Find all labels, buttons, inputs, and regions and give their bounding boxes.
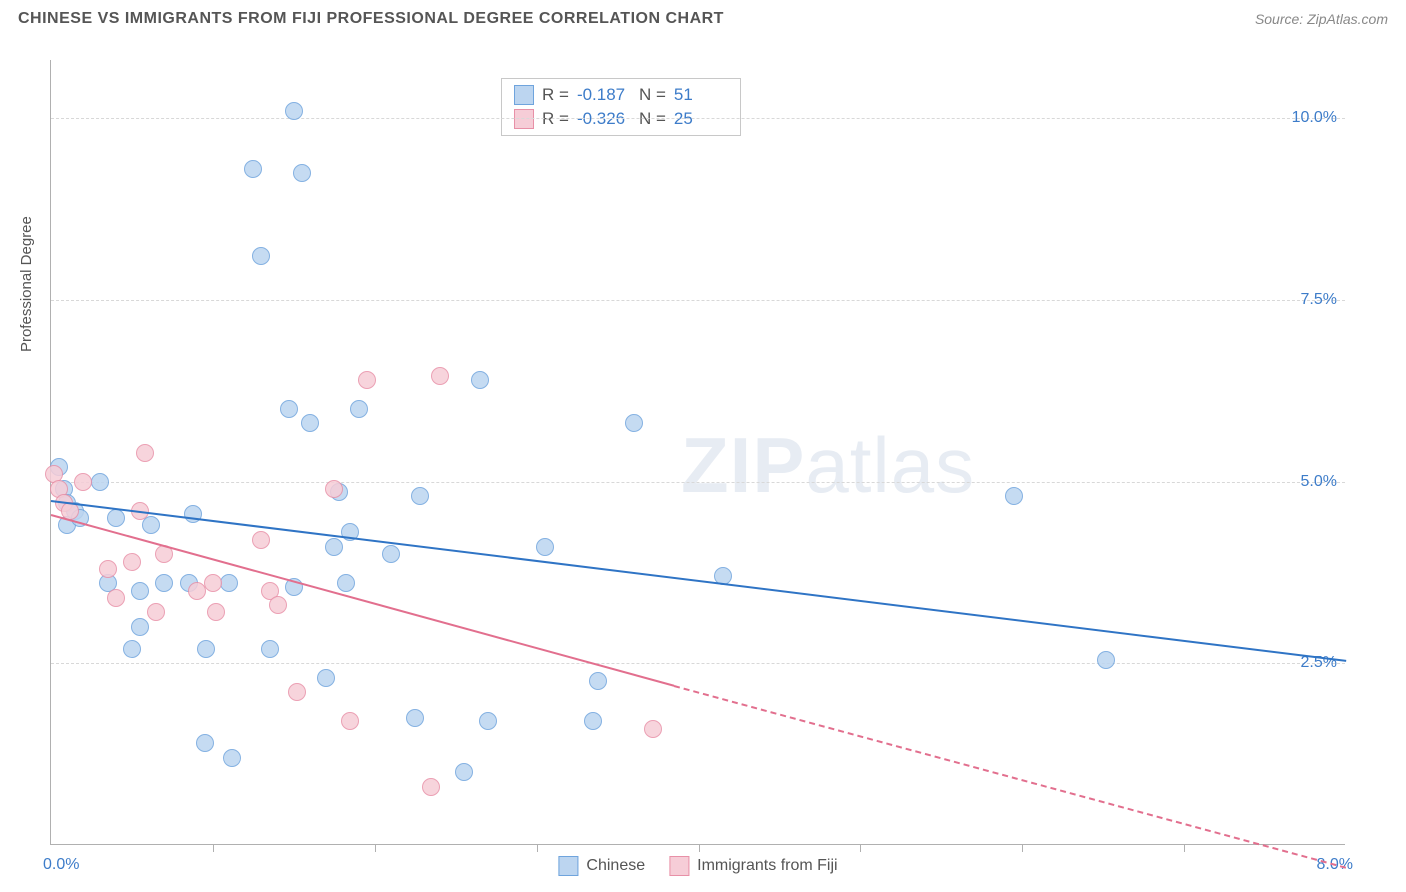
scatter-point <box>91 473 109 491</box>
legend-item-fiji: Immigrants from Fiji <box>669 856 837 876</box>
y-axis-title: Professional Degree <box>18 216 35 352</box>
stat-n-value: 51 <box>674 85 728 105</box>
scatter-point <box>197 640 215 658</box>
trend-line <box>51 500 1346 662</box>
scatter-point <box>536 538 554 556</box>
legend-swatch-chinese <box>558 856 578 876</box>
scatter-point <box>325 480 343 498</box>
stat-r-label: R = <box>542 85 569 105</box>
scatter-point <box>422 778 440 796</box>
scatter-point <box>131 618 149 636</box>
scatter-point <box>74 473 92 491</box>
scatter-point <box>252 531 270 549</box>
stats-legend: R = -0.187 N = 51 R = -0.326 N = 25 <box>501 78 741 136</box>
x-tick <box>860 844 861 852</box>
x-tick <box>537 844 538 852</box>
scatter-point <box>288 683 306 701</box>
stats-row: R = -0.187 N = 51 <box>514 83 728 107</box>
scatter-point <box>147 603 165 621</box>
x-tick <box>699 844 700 852</box>
gridline <box>51 482 1345 483</box>
scatter-point <box>223 749 241 767</box>
scatter-point <box>479 712 497 730</box>
scatter-point <box>455 763 473 781</box>
scatter-point <box>99 560 117 578</box>
scatter-point <box>341 712 359 730</box>
legend-swatch-fiji <box>669 856 689 876</box>
x-tick <box>213 844 214 852</box>
scatter-point <box>244 160 262 178</box>
scatter-point <box>1005 487 1023 505</box>
gridline <box>51 118 1345 119</box>
scatter-point <box>471 371 489 389</box>
x-axis-min-label: 0.0% <box>43 856 79 874</box>
scatter-point <box>107 509 125 527</box>
scatter-point <box>301 414 319 432</box>
gridline <box>51 300 1345 301</box>
scatter-point <box>411 487 429 505</box>
scatter-point <box>337 574 355 592</box>
y-tick-label: 5.0% <box>1301 473 1337 491</box>
plot-area: ZIPatlas R = -0.187 N = 51 R = -0.326 N … <box>50 60 1345 845</box>
scatter-point <box>207 603 225 621</box>
scatter-point <box>589 672 607 690</box>
scatter-point <box>280 400 298 418</box>
bottom-legend: Chinese Immigrants from Fiji <box>558 856 837 876</box>
gridline <box>51 663 1345 664</box>
scatter-point <box>625 414 643 432</box>
trend-line <box>674 685 1346 869</box>
scatter-point <box>644 720 662 738</box>
scatter-point <box>382 545 400 563</box>
legend-label: Immigrants from Fiji <box>697 857 837 875</box>
watermark: ZIPatlas <box>681 420 975 511</box>
scatter-point <box>220 574 238 592</box>
scatter-point <box>196 734 214 752</box>
scatter-point <box>358 371 376 389</box>
scatter-point <box>269 596 287 614</box>
stat-n-label: N = <box>639 85 666 105</box>
scatter-point <box>252 247 270 265</box>
legend-label: Chinese <box>586 857 645 875</box>
y-tick-label: 7.5% <box>1301 291 1337 309</box>
scatter-point <box>131 582 149 600</box>
scatter-point <box>184 505 202 523</box>
x-tick <box>1022 844 1023 852</box>
scatter-point <box>123 553 141 571</box>
source-label: Source: ZipAtlas.com <box>1255 11 1388 27</box>
scatter-point <box>293 164 311 182</box>
scatter-point <box>317 669 335 687</box>
x-tick <box>375 844 376 852</box>
scatter-point <box>136 444 154 462</box>
scatter-point <box>325 538 343 556</box>
y-tick-label: 10.0% <box>1292 109 1337 127</box>
scatter-point <box>1097 651 1115 669</box>
watermark-atlas: atlas <box>805 421 975 509</box>
page-title: CHINESE VS IMMIGRANTS FROM FIJI PROFESSI… <box>18 10 724 28</box>
scatter-point <box>155 574 173 592</box>
scatter-point <box>261 640 279 658</box>
x-tick <box>1184 844 1185 852</box>
scatter-point <box>406 709 424 727</box>
stat-r-value: -0.187 <box>577 85 631 105</box>
legend-swatch-chinese <box>514 85 534 105</box>
scatter-point <box>204 574 222 592</box>
scatter-point <box>142 516 160 534</box>
legend-item-chinese: Chinese <box>558 856 645 876</box>
scatter-point <box>123 640 141 658</box>
scatter-point <box>584 712 602 730</box>
scatter-point <box>350 400 368 418</box>
scatter-point <box>107 589 125 607</box>
scatter-point <box>431 367 449 385</box>
scatter-point <box>285 102 303 120</box>
watermark-zip: ZIP <box>681 421 805 509</box>
chart-container: ZIPatlas R = -0.187 N = 51 R = -0.326 N … <box>50 45 1390 875</box>
